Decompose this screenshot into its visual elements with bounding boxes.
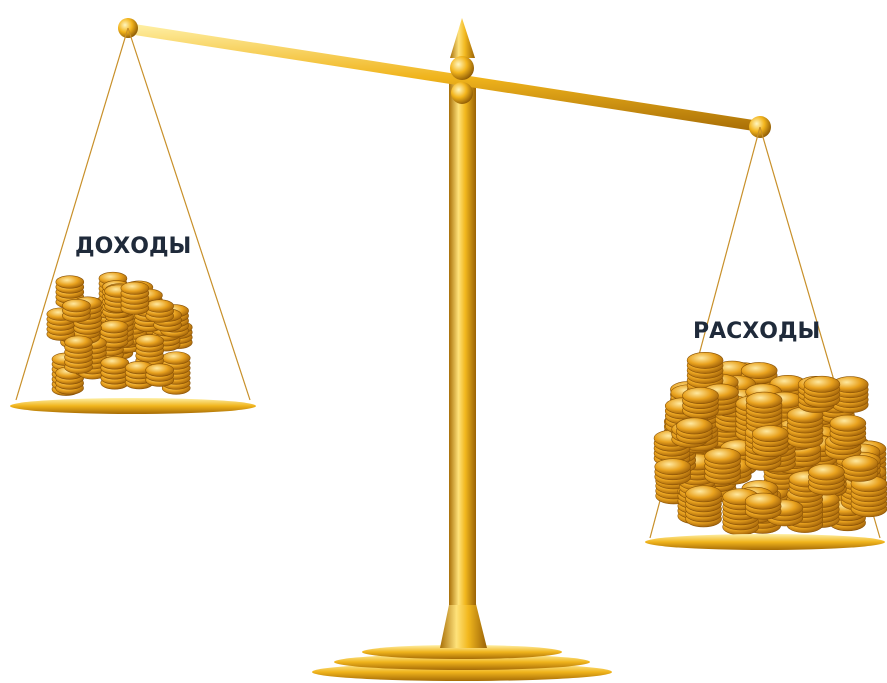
coin: [101, 357, 129, 370]
base: [312, 600, 612, 681]
column: [449, 80, 476, 605]
coin: [146, 300, 174, 313]
coin: [842, 455, 878, 471]
coin: [162, 352, 190, 365]
coin: [687, 352, 723, 368]
beam: [128, 23, 760, 132]
left-pan: [10, 398, 256, 414]
pivot: [450, 56, 474, 80]
coin: [56, 276, 84, 289]
pivot: [451, 82, 473, 104]
coin: [808, 464, 844, 480]
expense-label: РАСХОДЫ: [693, 319, 820, 344]
coin: [705, 448, 741, 464]
coin: [136, 335, 164, 348]
coin: [655, 459, 691, 475]
spire: [450, 18, 475, 58]
income-label: ДОХОДЫ: [75, 234, 191, 259]
coin: [830, 415, 866, 431]
coin: [741, 362, 777, 378]
coin: [752, 426, 788, 442]
coin: [121, 282, 149, 295]
coin: [146, 364, 174, 377]
coin: [65, 336, 93, 349]
coin: [804, 376, 840, 392]
right-pan: [645, 534, 885, 550]
coin: [682, 387, 718, 403]
coin: [746, 392, 782, 408]
coin: [676, 418, 712, 434]
coin: [62, 299, 90, 312]
coin: [100, 320, 128, 333]
scale-illustration: ДОХОДЫ РАСХОДЫ: [0, 0, 887, 683]
coin: [745, 493, 781, 509]
coin: [686, 486, 722, 502]
